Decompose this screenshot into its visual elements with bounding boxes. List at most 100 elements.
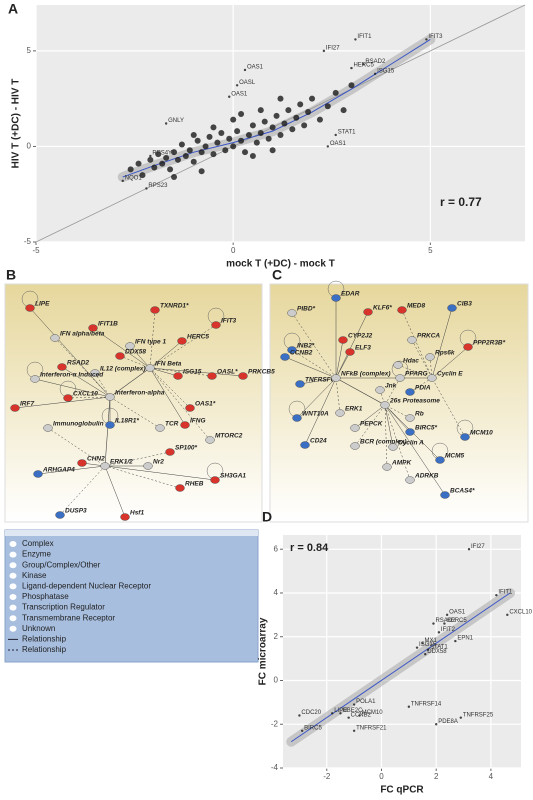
x-tick-label: 5 [428, 246, 433, 255]
point [331, 712, 334, 715]
node-label: INB2* [297, 343, 315, 350]
node [335, 409, 345, 417]
node-label: Cyclin E [437, 371, 463, 378]
node [440, 491, 450, 499]
y-tick-label: 6 [274, 544, 279, 553]
point [305, 109, 312, 116]
node [375, 386, 385, 394]
point [202, 143, 209, 150]
point [226, 135, 233, 142]
point-label: CDC20 [301, 710, 321, 716]
node-label: PEPCK [360, 421, 384, 428]
point [459, 716, 463, 719]
point [159, 160, 166, 167]
edge [431, 346, 469, 379]
node [447, 304, 457, 312]
node [380, 401, 390, 409]
edge [149, 367, 191, 409]
edge [304, 377, 337, 446]
point [445, 613, 449, 617]
node-label: RSAD2 [67, 360, 89, 367]
node-label: AMPK [391, 460, 412, 467]
node-label: ISG15 [183, 369, 202, 376]
node [331, 374, 341, 382]
edge [431, 307, 453, 379]
edge [354, 404, 386, 429]
point-label: LIPE [334, 708, 347, 714]
edge [335, 351, 351, 379]
node-label: MED8 [407, 303, 425, 310]
y-tick-label: 0 [27, 142, 32, 151]
edge [59, 465, 106, 516]
point [421, 642, 424, 645]
node-label: BCAS4* [450, 488, 475, 495]
node [393, 361, 403, 369]
point [352, 729, 356, 733]
point [210, 124, 217, 131]
edge [61, 366, 111, 398]
point-label: HERC5 [353, 63, 374, 69]
node-label: RHEB [185, 481, 204, 488]
node [205, 436, 215, 444]
point-label: BIRC5 [304, 725, 322, 731]
point [135, 160, 142, 167]
node-label: TXNRD1* [160, 303, 189, 310]
node [363, 308, 373, 316]
node-label: SH3GA1 [220, 473, 246, 480]
point [171, 174, 178, 181]
node [280, 353, 290, 361]
y-tick-label: 5 [27, 46, 32, 55]
point [186, 147, 193, 154]
node [407, 336, 417, 344]
node [50, 334, 60, 342]
point [149, 154, 152, 158]
point-label: ISG15 [419, 642, 437, 648]
point [340, 107, 347, 114]
legend-icon [9, 594, 17, 600]
node [100, 462, 110, 470]
point [334, 133, 337, 137]
node-label: CIB3 [457, 301, 472, 308]
node [210, 476, 220, 484]
legend-label: Relationship [22, 645, 67, 654]
point-label: STAT1 [338, 130, 356, 136]
x-axis-title: FC qPCR [380, 785, 424, 796]
point [238, 137, 245, 144]
point-label: PDE8A [438, 719, 458, 725]
node [43, 424, 53, 432]
panel-label: C [272, 267, 282, 283]
node-label: IFN alpha/beta [60, 331, 105, 338]
node-label: ARHGAP4 [42, 467, 75, 474]
point [289, 126, 296, 133]
point-label: OAS1 [247, 65, 264, 71]
y-tick-label: -2 [271, 719, 279, 728]
node [180, 421, 190, 429]
node [143, 462, 153, 470]
edge [104, 465, 216, 481]
point [198, 149, 205, 156]
point [269, 147, 276, 154]
node-label: IFIT3 [221, 318, 237, 325]
identity-line [35, 4, 526, 243]
node-label: PPP2R3B* [473, 340, 506, 347]
node-label: BCR (complex) [360, 439, 407, 446]
node [90, 369, 100, 377]
node [405, 476, 415, 484]
point [285, 107, 292, 114]
node-label: Cyclin A [398, 440, 424, 447]
point [145, 187, 148, 190]
edge [104, 451, 171, 467]
node [463, 343, 473, 351]
node-label: Immunoglobulin [53, 421, 104, 428]
legend-header [5, 530, 258, 536]
point-label: UBE2C [342, 708, 363, 714]
point [467, 548, 471, 551]
edge [384, 377, 401, 406]
point-label: ISG15 [377, 68, 395, 74]
point [300, 729, 304, 733]
point [273, 112, 280, 119]
point [352, 703, 356, 706]
edge [14, 396, 111, 409]
point [249, 152, 256, 159]
node [350, 424, 360, 432]
